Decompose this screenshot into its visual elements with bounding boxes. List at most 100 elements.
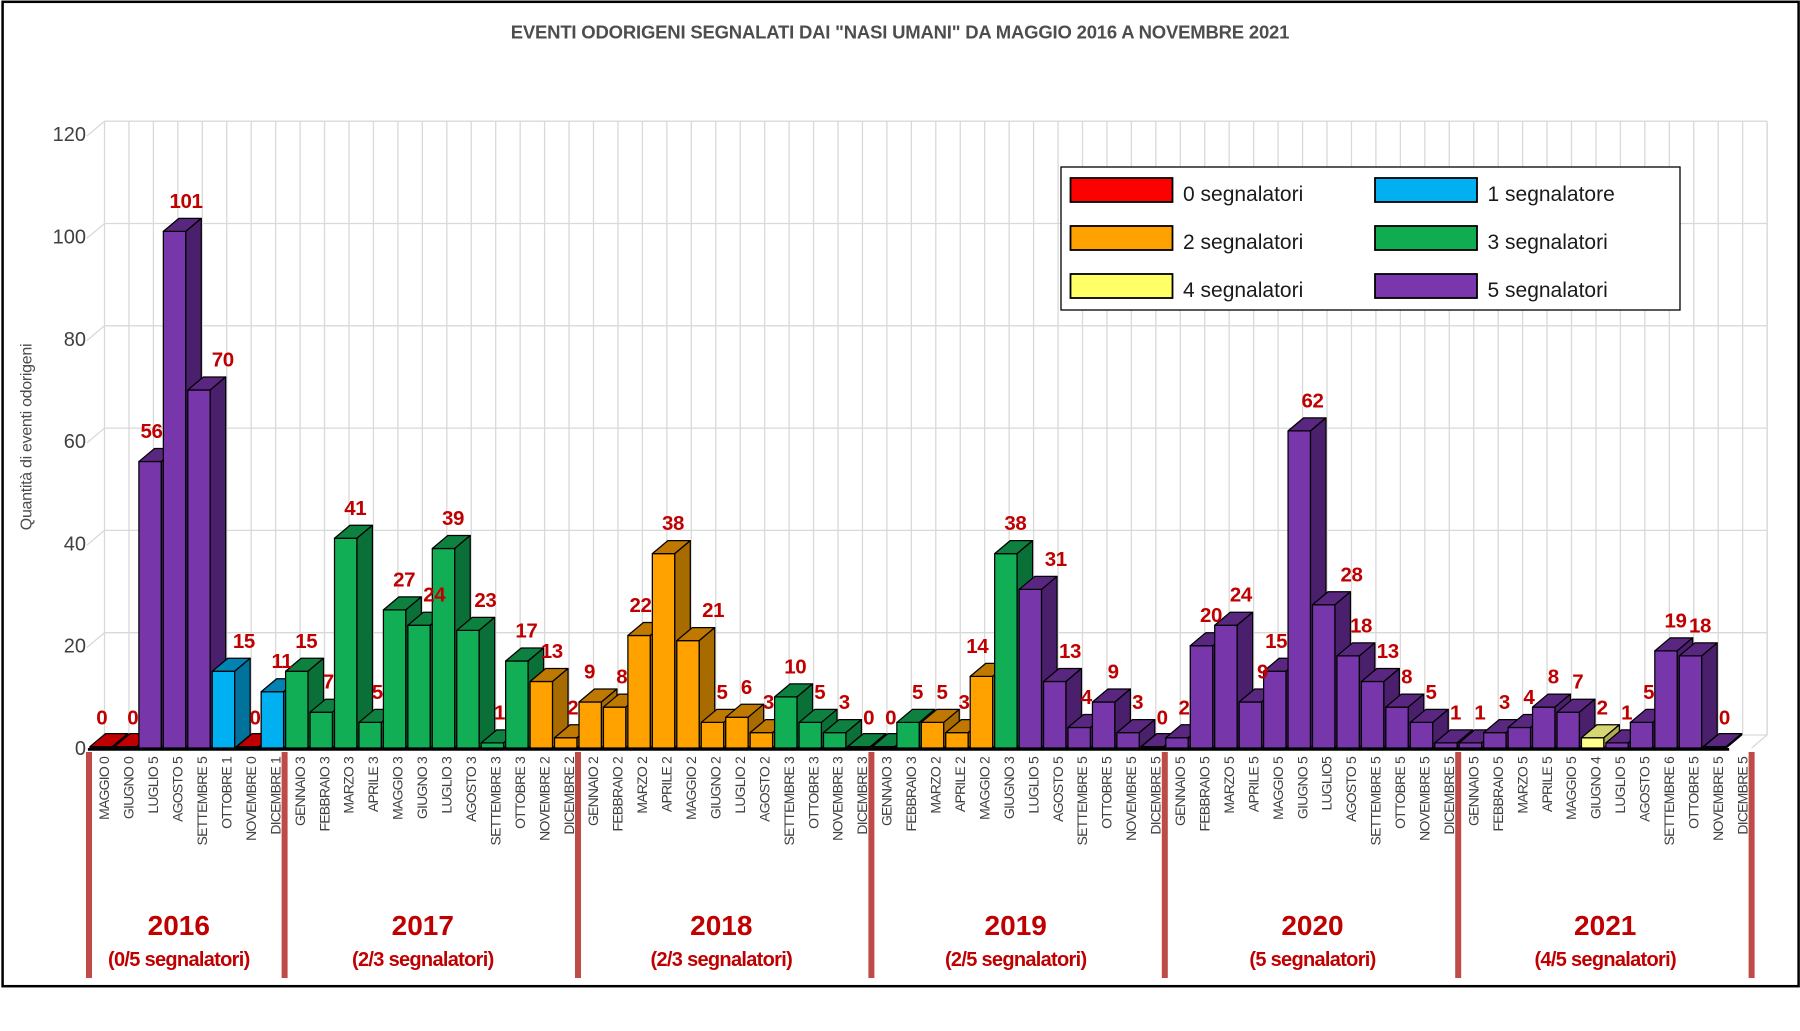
svg-text:NOVEMBRE 5: NOVEMBRE 5	[1417, 756, 1433, 841]
svg-text:OTTOBRE 3: OTTOBRE 3	[805, 756, 821, 829]
svg-text:(2/5 segnalatori): (2/5 segnalatori)	[945, 949, 1087, 971]
svg-text:120: 120	[53, 124, 86, 146]
svg-text:15: 15	[1265, 630, 1287, 653]
svg-text:FEBBRAIO 2: FEBBRAIO 2	[610, 756, 626, 831]
svg-text:0: 0	[863, 707, 874, 730]
svg-text:2018: 2018	[690, 910, 752, 941]
svg-text:80: 80	[64, 329, 86, 351]
svg-text:5: 5	[1643, 681, 1654, 704]
svg-text:GIUGNO 3: GIUGNO 3	[1001, 756, 1017, 819]
svg-text:4 segnalatori: 4 segnalatori	[1183, 279, 1303, 302]
svg-text:2016: 2016	[148, 910, 210, 941]
svg-text:6: 6	[741, 676, 752, 699]
svg-text:5: 5	[716, 681, 727, 704]
svg-text:(2/3 segnalatori): (2/3 segnalatori)	[352, 949, 494, 971]
svg-text:GENNAIO 3: GENNAIO 3	[879, 756, 895, 826]
svg-text:LUGLIO 3: LUGLIO 3	[439, 756, 455, 814]
svg-text:LUGLIO 2: LUGLIO 2	[732, 756, 748, 814]
svg-text:2: 2	[1179, 696, 1190, 719]
svg-text:APRILE 3: APRILE 3	[365, 756, 381, 812]
svg-text:NOVEMBRE 2: NOVEMBRE 2	[536, 756, 552, 841]
svg-text:1: 1	[494, 701, 505, 724]
svg-text:2020: 2020	[1281, 910, 1343, 941]
svg-text:OTTOBRE 1: OTTOBRE 1	[218, 756, 234, 829]
svg-text:19: 19	[1665, 609, 1687, 632]
svg-text:0: 0	[96, 707, 107, 730]
svg-text:1 segnalatore: 1 segnalatore	[1488, 183, 1615, 206]
svg-text:AGOSTO 5: AGOSTO 5	[1637, 756, 1653, 822]
svg-text:GIUGNO 4: GIUGNO 4	[1588, 756, 1604, 819]
svg-text:101: 101	[169, 190, 202, 213]
svg-text:3: 3	[763, 691, 774, 714]
svg-text:MAGGIO 2: MAGGIO 2	[683, 756, 699, 820]
svg-text:DICEMBRE 3: DICEMBRE 3	[854, 756, 870, 835]
svg-text:GENNAIO 3: GENNAIO 3	[292, 756, 308, 826]
svg-text:14: 14	[966, 635, 989, 658]
svg-text:24: 24	[1230, 584, 1253, 607]
svg-text:SETTEMBRE 5: SETTEMBRE 5	[1074, 756, 1090, 845]
svg-text:5: 5	[912, 681, 923, 704]
svg-text:3: 3	[1132, 691, 1143, 714]
svg-text:NOVEMBRE 5: NOVEMBRE 5	[1123, 756, 1139, 841]
svg-text:SETTEMBRE 5: SETTEMBRE 5	[194, 756, 210, 845]
svg-text:LUGLIO 5: LUGLIO 5	[1025, 756, 1041, 814]
svg-text:APRILE 5: APRILE 5	[1539, 756, 1555, 812]
svg-text:1: 1	[1450, 701, 1461, 724]
svg-text:GIUGNO 3: GIUGNO 3	[414, 756, 430, 819]
svg-text:62: 62	[1301, 389, 1323, 412]
svg-text:DICEMBRE 2: DICEMBRE 2	[561, 756, 577, 835]
svg-text:0: 0	[1157, 707, 1168, 730]
svg-text:39: 39	[442, 507, 464, 530]
svg-text:27: 27	[393, 568, 415, 591]
svg-text:LUGLIO 5: LUGLIO 5	[145, 756, 161, 814]
svg-text:SETTEMBRE 5: SETTEMBRE 5	[1368, 756, 1384, 845]
svg-text:5: 5	[814, 681, 825, 704]
svg-text:13: 13	[1059, 640, 1081, 663]
svg-text:18: 18	[1350, 614, 1372, 637]
svg-text:2021: 2021	[1574, 910, 1636, 941]
svg-text:EVENTI ODORIGENI SEGNALATI DAI: EVENTI ODORIGENI SEGNALATI DAI "NASI UMA…	[511, 22, 1290, 43]
svg-text:4: 4	[1523, 686, 1535, 709]
svg-text:GIUGNO 5: GIUGNO 5	[1294, 756, 1310, 819]
svg-text:4: 4	[1081, 686, 1093, 709]
svg-text:40: 40	[64, 533, 86, 555]
svg-text:DICEMBRE 5: DICEMBRE 5	[1148, 756, 1164, 835]
svg-text:MAGGIO 0: MAGGIO 0	[96, 756, 112, 820]
svg-text:AGOSTO 2: AGOSTO 2	[756, 756, 772, 822]
svg-text:OTTOBRE 5: OTTOBRE 5	[1392, 756, 1408, 829]
svg-text:0: 0	[75, 738, 86, 760]
svg-text:3 segnalatori: 3 segnalatori	[1488, 231, 1608, 254]
svg-text:0: 0	[1719, 707, 1730, 730]
svg-text:APRILE 5: APRILE 5	[1245, 756, 1261, 812]
svg-text:22: 22	[629, 594, 651, 617]
svg-text:1: 1	[1621, 701, 1632, 724]
svg-text:FEBBRAIO 3: FEBBRAIO 3	[316, 756, 332, 831]
svg-text:0: 0	[127, 707, 138, 730]
svg-text:7: 7	[1572, 671, 1583, 694]
svg-text:20: 20	[64, 636, 86, 658]
svg-text:MARZO 2: MARZO 2	[928, 756, 944, 814]
svg-text:NOVEMBRE 5: NOVEMBRE 5	[1710, 756, 1726, 841]
svg-text:13: 13	[1377, 640, 1399, 663]
svg-text:MAGGIO 5: MAGGIO 5	[1270, 756, 1286, 820]
svg-text:Quantità di eventi odorigeni: Quantità di eventi odorigeni	[19, 344, 36, 530]
svg-text:SETTEMBRE 3: SETTEMBRE 3	[487, 756, 503, 845]
svg-text:FEBBRAIO 5: FEBBRAIO 5	[1490, 756, 1506, 831]
svg-text:DICEMBRE 1: DICEMBRE 1	[267, 756, 283, 835]
svg-text:41: 41	[344, 497, 366, 520]
svg-text:11: 11	[271, 650, 292, 673]
svg-text:38: 38	[1004, 512, 1026, 535]
svg-text:MARZO 5: MARZO 5	[1221, 756, 1237, 814]
svg-text:GENNAIO 5: GENNAIO 5	[1465, 756, 1481, 826]
svg-text:GIUGNO 0: GIUGNO 0	[121, 756, 137, 819]
svg-text:3: 3	[839, 691, 850, 714]
svg-text:0: 0	[885, 707, 896, 730]
svg-text:MARZO 2: MARZO 2	[634, 756, 650, 814]
svg-text:NOVEMBRE 0: NOVEMBRE 0	[243, 756, 259, 841]
svg-text:GENNAIO 2: GENNAIO 2	[585, 756, 601, 826]
svg-text:21: 21	[702, 599, 724, 622]
svg-text:60: 60	[64, 431, 86, 453]
svg-text:5 segnalatori: 5 segnalatori	[1488, 279, 1608, 302]
svg-text:9: 9	[584, 660, 595, 683]
svg-text:9: 9	[1108, 660, 1119, 683]
